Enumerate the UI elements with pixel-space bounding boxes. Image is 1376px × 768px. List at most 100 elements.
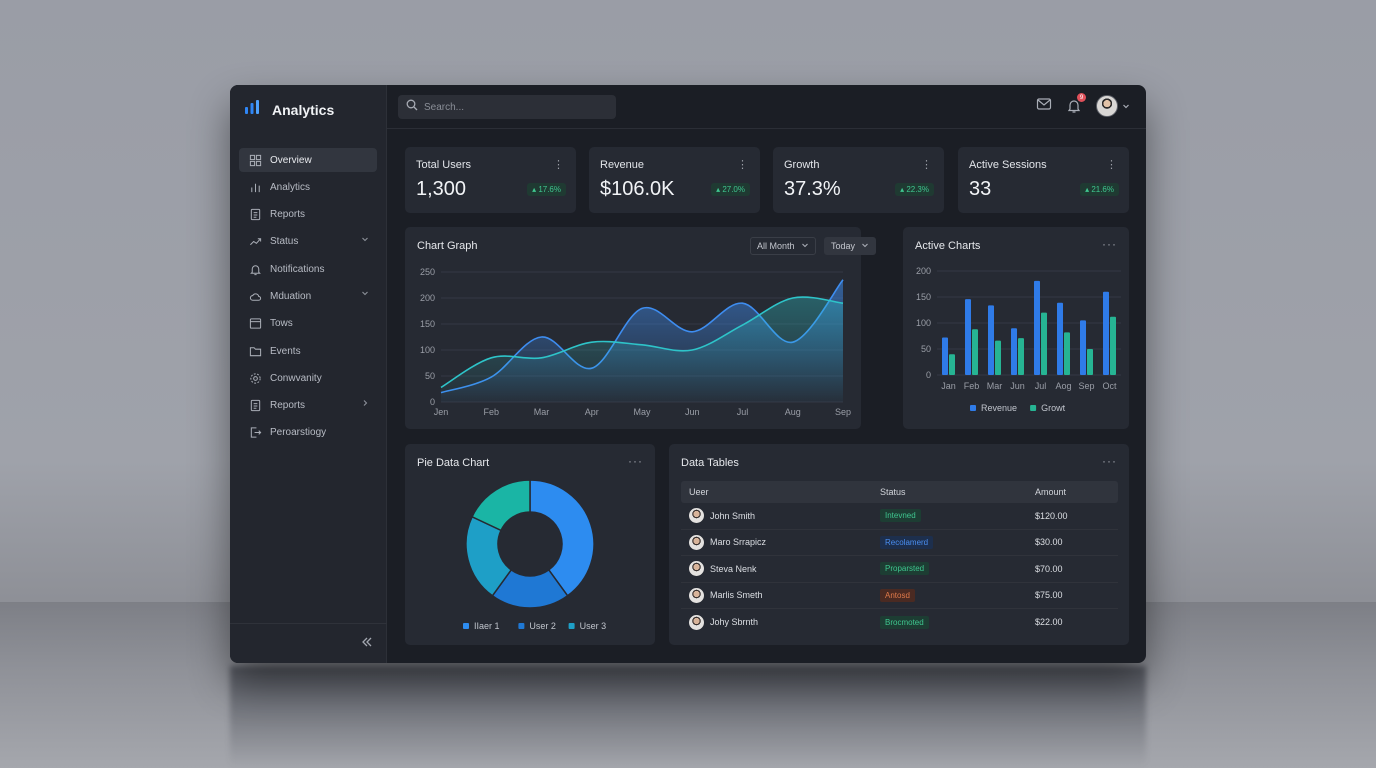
gear-icon [248,371,262,385]
sidebar-item-reports[interactable]: Reports [239,394,377,418]
table-row[interactable]: Maro Srrapicz Recolamerd $30.00 [681,530,1118,556]
pie-chart-title: Pie Data Chart [417,457,490,469]
more-vertical-icon[interactable]: ⋮ [1106,159,1117,171]
user-menu[interactable] [1096,95,1130,117]
y-tick-label: 50 [425,371,435,381]
donut-chart: IIaer 1 User 2 User 3 [463,479,606,631]
trend-icon [248,235,262,249]
app-window: Analytics Overview Analytics Reports Status… [230,85,1146,663]
stat-card-total-users[interactable]: Total Users ⋮ 1,300 ▴ 17.6% [405,147,576,213]
amount-cell: $22.00 [1035,617,1063,628]
document-icon [248,208,262,222]
sidebar-item-tows[interactable]: Tows [239,312,377,336]
change-value: 22.3% [906,185,929,194]
sidebar-item-analytics[interactable]: Analytics [239,175,377,199]
change-value: 17.6% [538,185,561,194]
table-row[interactable]: Johy Sbrnth Brocmoted $22.00 [681,609,1118,636]
sidebar-item-label: Reports [270,209,306,221]
sidebar-item-mduation[interactable]: Mduation [239,284,377,308]
x-tick-label: May [633,407,651,417]
column-header-user[interactable]: Ueer [689,487,709,497]
sidebar-item-peroarstiogy[interactable]: Peroarstiogy [239,421,377,445]
sidebar-item-label: Reports [270,400,306,412]
pie-chart-card: Pie Data Chart ··· IIaer 1 User 2 User 3 [405,444,655,645]
sidebar-item-events[interactable]: Events [239,339,377,363]
folder-icon [248,344,262,358]
status-badge: Antosd [880,588,915,602]
sidebar-item-reports[interactable]: Reports [239,203,377,227]
user-cell: Marlis Smeth [681,587,880,603]
notification-badge: 9 [1077,93,1086,102]
sidebar-item-notifications[interactable]: Notifications [239,257,377,281]
stat-title: Total Users [416,159,472,171]
table-row[interactable]: John Smith Intevned $120.00 [681,503,1118,530]
chart-graph-title: Chart Graph [417,240,478,252]
stat-value: $106.0K [600,178,675,200]
table-row[interactable]: Steva Nenk Proparsted $70.00 [681,556,1118,583]
more-options-icon[interactable]: ··· [1102,237,1117,251]
notifications-button[interactable]: 9 [1066,93,1086,114]
x-tick-label: Oct [1102,381,1117,391]
sidebar-item-conwvanity[interactable]: Conwvanity [239,366,377,390]
legend-label: Growt [1041,403,1066,413]
bar-growth [995,340,1001,375]
sidebar-footer [230,623,387,663]
sidebar-item-status[interactable]: Status [239,230,377,254]
collapse-sidebar-icon[interactable] [361,635,373,653]
legend-swatch [568,623,575,629]
chevron-right-icon [361,399,369,409]
app-title: Analytics [272,101,335,118]
user-name: John Smith [710,510,756,521]
brand[interactable]: Analytics [242,97,334,122]
user-cell: John Smith [681,508,880,524]
data-table-title: Data Tables [681,457,739,469]
table-row[interactable]: Marlis Smeth Antosd $75.00 [681,583,1118,609]
stat-value: 1,300 [416,178,467,200]
search-box[interactable] [398,95,616,119]
y-tick-label: 0 [926,370,931,380]
column-header-status[interactable]: Status [880,487,906,497]
x-tick-label: Feb [964,381,980,391]
more-options-icon[interactable]: ··· [628,454,643,468]
bar-revenue [1034,280,1040,375]
mail-icon[interactable] [1036,97,1052,116]
user-name: Steva Nenk [710,563,757,574]
stat-card-active-sessions[interactable]: Active Sessions ⋮ 33 ▴ 21.6% [958,147,1129,213]
y-tick-label: 0 [430,397,435,407]
window-icon [248,317,262,331]
sidebar-item-overview[interactable]: Overview [239,148,377,172]
bar-chart: 0 50 100 150 200 Jan Feb Mar Jun Jul Aog Sep Oct Reve… [916,266,1121,413]
user-cell: Steva Nenk [681,561,880,577]
status-badge: Proparsted [880,562,930,576]
bar-revenue [965,299,971,375]
chart-graph-card: Chart Graph All Month Today 0 50 100 150 200… [405,227,877,429]
y-tick-label: 100 [420,345,435,355]
x-tick-label: Sep [1078,381,1094,391]
sidebar-item-label: Conwvanity [270,372,322,384]
more-vertical-icon[interactable]: ⋮ [921,159,932,171]
data-table: Ueer Status Amount John Smith Intevned $12… [681,481,1118,636]
bar-growth [1110,316,1116,375]
grid-icon [248,153,262,167]
amount-cell: $70.00 [1035,563,1063,574]
stat-card-revenue[interactable]: Revenue ⋮ $106.0K ▴ 27.0% [589,147,760,213]
period-filter-dropdown[interactable]: Today [824,237,877,255]
bar-revenue [942,337,948,375]
bell-icon [248,262,262,276]
sidebar-item-label: Mduation [270,290,312,302]
search-input[interactable] [424,101,604,113]
more-options-icon[interactable]: ··· [1102,454,1117,468]
bell-icon [1066,100,1082,118]
stat-card-growth[interactable]: Growth ⋮ 37.3% ▴ 22.3% [773,147,944,213]
more-vertical-icon[interactable]: ⋮ [553,159,564,171]
chevron-down-icon [361,235,369,245]
month-filter-dropdown[interactable]: All Month [750,237,816,255]
column-header-amount[interactable]: Amount [1035,487,1067,497]
more-vertical-icon[interactable]: ⋮ [737,159,748,171]
y-tick-label: 250 [420,267,435,277]
user-cell: Maro Srrapicz [681,534,880,550]
legend-label: User 2 [529,621,556,631]
x-tick-label: Mar [987,381,1003,391]
legend-swatch [970,405,976,411]
x-tick-label: Sep [835,407,851,417]
